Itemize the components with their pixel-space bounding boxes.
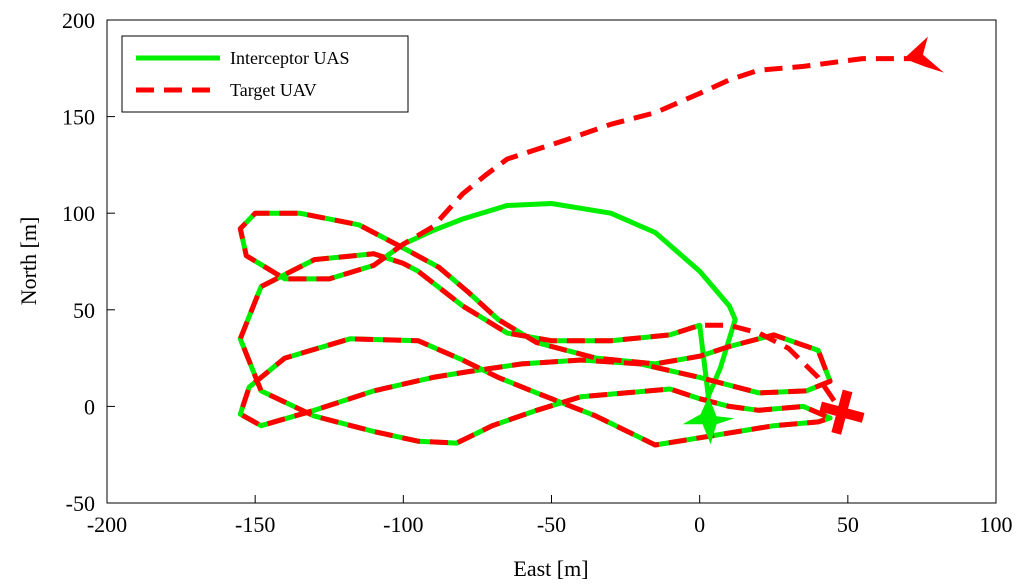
x-tick-label: 100 bbox=[980, 512, 1013, 537]
legend-label-target: Target UAV bbox=[230, 80, 317, 100]
interceptor-arrow-marker bbox=[682, 396, 735, 445]
x-tick-label: -150 bbox=[235, 512, 275, 537]
x-tick-label: -200 bbox=[87, 512, 127, 537]
y-tick-label: 200 bbox=[62, 8, 95, 33]
marker-layer bbox=[682, 36, 944, 445]
y-tick-label: 0 bbox=[84, 394, 95, 419]
x-tick-label: -100 bbox=[383, 512, 423, 537]
x-tick-label: -50 bbox=[537, 512, 566, 537]
x-tick-label: 50 bbox=[837, 512, 859, 537]
series-layer bbox=[237, 56, 922, 448]
legend: Interceptor UAS Target UAV bbox=[121, 35, 409, 113]
target-arrow-marker bbox=[903, 36, 944, 73]
x-tick-label: 0 bbox=[694, 512, 705, 537]
y-tick-label: 150 bbox=[62, 105, 95, 130]
y-tick-label: -50 bbox=[66, 491, 95, 516]
target-cross-marker bbox=[819, 389, 865, 435]
series-line-target bbox=[237, 56, 922, 448]
y-tick-label: 50 bbox=[73, 298, 95, 323]
y-tick-label: 100 bbox=[62, 201, 95, 226]
x-axis-label: East [m] bbox=[513, 556, 588, 581]
legend-box bbox=[121, 35, 409, 113]
legend-label-interceptor: Interceptor UAS bbox=[230, 48, 349, 68]
y-axis-label: North [m] bbox=[16, 217, 41, 306]
series-line-interceptor bbox=[237, 201, 833, 448]
tick-layer: -200 -150 -100 -50 0 50 100 -50 0 50 100 150 200 bbox=[62, 8, 1013, 537]
